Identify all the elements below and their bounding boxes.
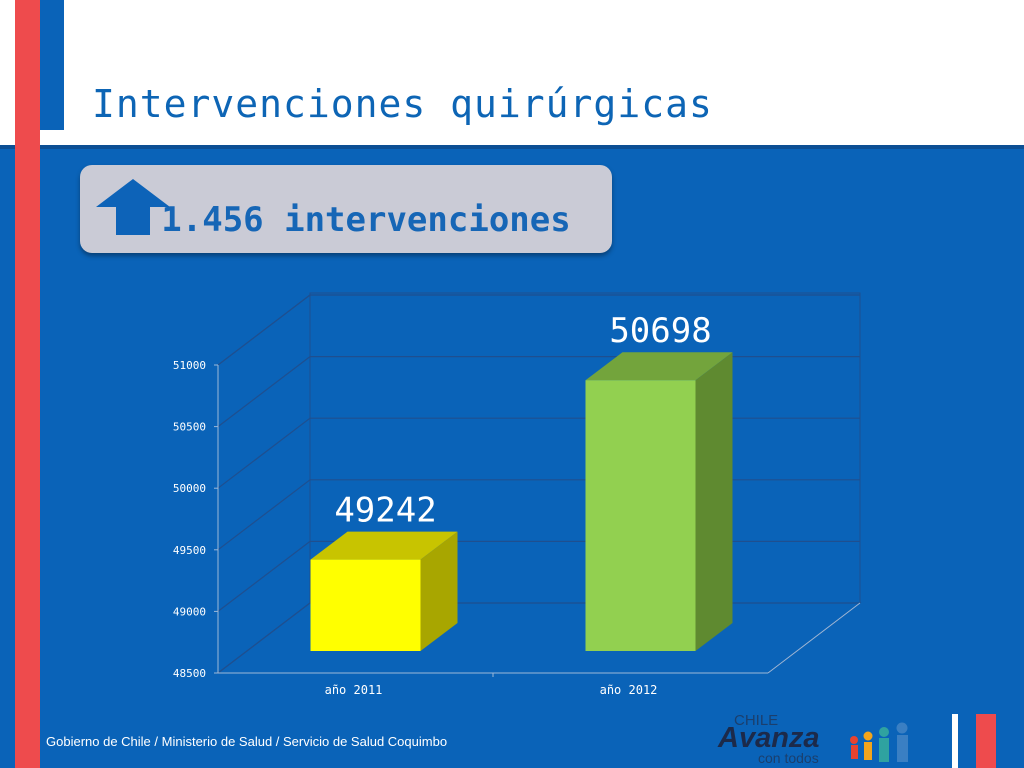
footer-text: Gobierno de Chile / Ministerio de Salud …: [46, 734, 448, 749]
x-axis-depth: [767, 602, 861, 674]
flag-stripes-icon: [952, 714, 996, 768]
gridline-side: [217, 602, 311, 674]
bar: [585, 380, 696, 651]
bar-top: [310, 531, 458, 560]
x-tick-label: año 2012: [600, 683, 658, 697]
bar: [310, 559, 421, 651]
data-label: 50698: [609, 311, 711, 351]
data-label: 49242: [334, 491, 436, 531]
header: [0, 0, 1024, 145]
chart-axes: [214, 364, 861, 677]
bar-side: [420, 531, 458, 651]
chile-avanza-logo: CHILE Avanza con todos: [712, 708, 1024, 768]
up-arrow-icon: [96, 179, 170, 235]
x-tick-label: año 2011: [325, 683, 383, 697]
chart-bars: [310, 352, 733, 651]
bar-side: [695, 352, 733, 651]
gridline-side: [217, 356, 311, 428]
chart-labels: 48500 49000 49500 50000 50500 51000 49242 año 2…: [173, 311, 712, 697]
y-tick-label: 48500: [173, 667, 206, 680]
gridline-side: [217, 417, 311, 489]
y-tick-label: 51000: [173, 359, 206, 372]
summary-callout: 1.456 intervenciones: [80, 165, 612, 253]
callout-text: 1.456 intervenciones: [161, 200, 571, 240]
y-tick-label: 49000: [173, 605, 206, 618]
logo-chile-text: CHILE: [734, 712, 779, 729]
y-tick-label: 50500: [173, 421, 206, 434]
y-tick-label: 50000: [173, 482, 206, 495]
gridline-side: [217, 294, 311, 366]
logo-contodos-text: con todos: [758, 750, 819, 766]
accent-bar: [15, 0, 40, 768]
accent-bar-blue: [40, 0, 64, 130]
gridline-side: [217, 540, 311, 612]
logo-avanza-text: Avanza: [718, 722, 820, 754]
gridline-side: [217, 479, 311, 551]
people-figures-icon: [850, 722, 908, 762]
y-tick-label: 49500: [173, 544, 206, 557]
header-divider: [0, 145, 1024, 149]
page-title: Intervenciones quirúrgicas: [92, 82, 713, 126]
bar-top: [585, 352, 733, 381]
